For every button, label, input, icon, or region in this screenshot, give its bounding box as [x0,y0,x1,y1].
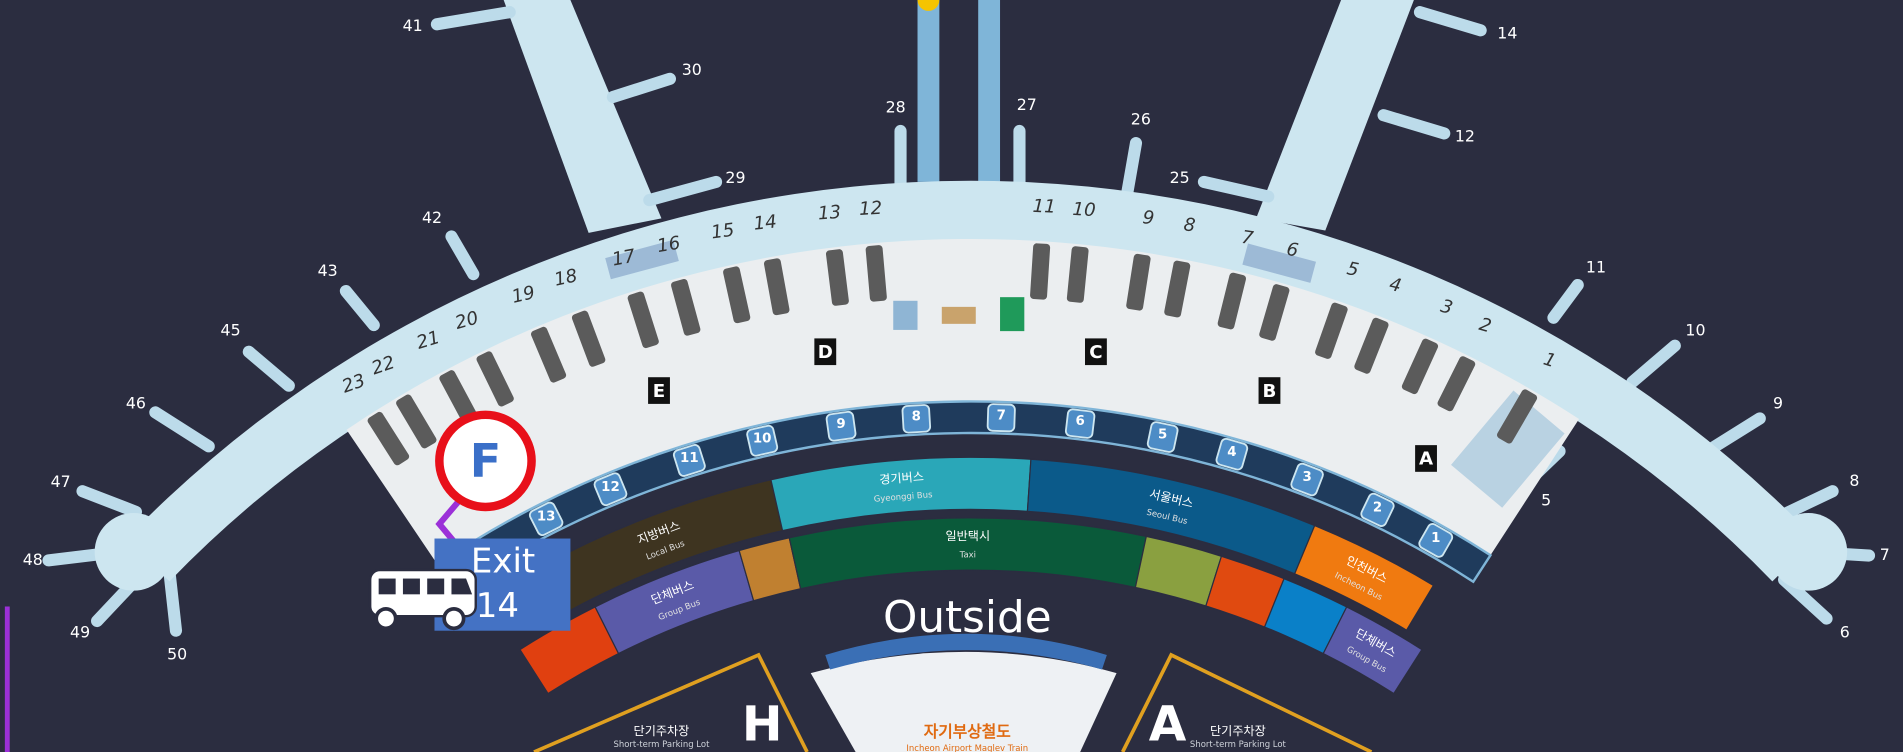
counter-label: 11 [1032,196,1056,218]
bus-stop-label: 7 [997,408,1006,423]
counter-label: 17 [610,246,637,271]
gate-label: 12 [1455,127,1475,146]
bus-stop-label: 4 [1227,445,1236,460]
bus-stop-label: 8 [912,409,921,424]
gate-label: 10 [1685,321,1705,340]
building [1000,297,1024,331]
terminal-map: 4130294243454647484950282726251214111098… [0,0,1903,752]
bus-stop-label: 3 [1302,470,1311,485]
zone-letter: E [653,381,665,402]
counter-label: 15 [710,220,736,244]
exit-number: 14 [476,586,519,626]
concourse-end [1769,513,1847,591]
bus-zone-label: 일반택시 [945,529,990,543]
gate-label: 43 [318,261,338,280]
parking-letter: H [742,697,783,752]
gate-spoke [170,576,176,631]
zone-f-letter: F [470,434,502,488]
gate-label: 41 [403,16,423,35]
counter-label: 12 [859,198,883,220]
gate-label: 26 [1131,110,1151,129]
maglev-label: 자기부상철도 [924,722,1012,741]
zone-letter: A [1419,449,1433,470]
parking-label: 단기주차장 [1210,724,1266,738]
bus-window [379,579,396,595]
bus-wheel [376,609,395,628]
bus-window [427,579,444,595]
zone-letter: D [818,342,833,363]
bus-stop-label: 1 [1431,531,1440,546]
counter-label: 13 [817,202,842,225]
bus-stop-label: 12 [601,480,620,495]
gate-label: 11 [1586,258,1606,277]
building [942,307,976,324]
gate-label: 30 [682,60,702,79]
bus-wheel [444,609,463,628]
counter-label: 8 [1183,214,1197,236]
zone-letter: C [1089,342,1102,363]
gate-label: 48 [23,550,43,569]
gate-label: 27 [1017,95,1037,114]
counter-label: 10 [1072,199,1096,221]
gate-label: 42 [422,208,442,227]
gate-label: 49 [70,623,90,642]
parking-label: 단기주차장 [634,724,690,738]
gate-label: 8 [1849,471,1859,490]
exit-label: Exit [471,541,535,581]
maglev-label-en: Incheon Airport Maglev Train [906,744,1028,752]
parking-letter: A [1149,697,1187,752]
bus-stop-label: 2 [1373,500,1382,515]
gate-label: 28 [886,97,906,116]
gate-label: 5 [1541,490,1551,509]
gate-label: 45 [221,321,241,340]
bus-window [403,579,420,595]
counter-label: 16 [656,233,682,257]
gate-spoke [1127,143,1135,192]
page: 4130294243454647484950282726251214111098… [0,0,1903,752]
concourse-end [95,513,173,591]
bus-stop-label: 5 [1158,428,1167,443]
outside-label: Outside [883,592,1052,643]
zone-letter: B [1263,381,1277,402]
edge-stripe [5,606,10,752]
gate-label: 6 [1840,623,1850,642]
counter-label: 14 [753,211,778,234]
gate-label: 29 [725,168,745,187]
bus-stop-label: 9 [836,417,845,432]
gate-label: 25 [1170,168,1190,187]
checkin-counter [1030,243,1051,300]
gate-label: 7 [1880,545,1890,564]
counter-label: 9 [1142,207,1155,229]
parking-label-en: Short-term Parking Lot [613,740,710,750]
building [893,301,917,330]
bus-stop-label: 13 [537,509,556,524]
gate-label: 50 [167,644,187,663]
bus-stop-label: 10 [753,431,772,446]
bus-stop-label: 11 [680,451,699,466]
bus-stop-label: 6 [1076,414,1085,429]
parking-label-en: Short-term Parking Lot [1190,740,1287,750]
bus-zone-label-en: Taxi [959,550,976,560]
gate-label: 47 [51,472,71,491]
gate-label: 9 [1773,393,1783,412]
gate-label: 46 [126,393,146,412]
gate-label: 14 [1497,23,1517,42]
